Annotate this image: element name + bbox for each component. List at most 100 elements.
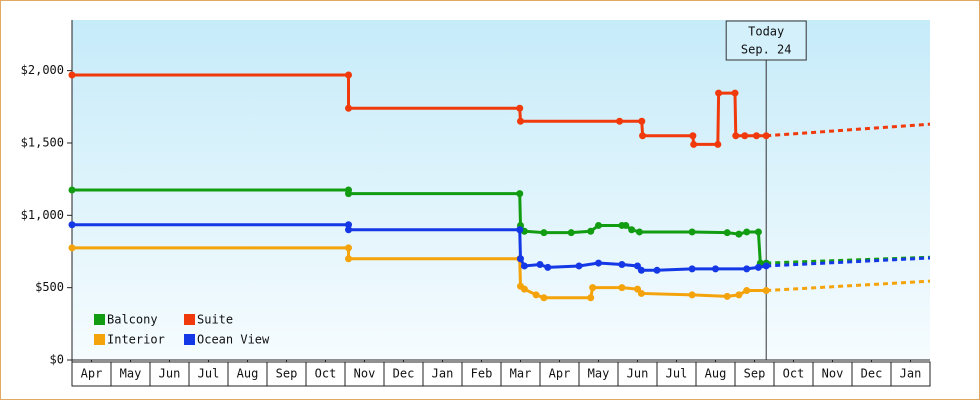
legend-label: Interior: [107, 333, 165, 347]
price-point: [689, 132, 697, 140]
price-point: [536, 261, 544, 269]
price-point: [637, 289, 645, 297]
x-tick-label: Apr: [81, 367, 103, 381]
price-point: [589, 284, 597, 292]
price-point: [575, 262, 583, 270]
price-point: [68, 186, 76, 194]
legend-swatch: [94, 334, 105, 345]
price-point: [638, 117, 646, 125]
x-tick-label: Mar: [510, 367, 532, 381]
x-tick-label: Aug: [237, 367, 259, 381]
y-tick-label: $500: [35, 280, 64, 294]
price-point: [762, 287, 770, 295]
price-point: [635, 228, 643, 236]
price-point: [714, 140, 722, 148]
x-tick-label: Jan: [432, 367, 454, 381]
price-point: [723, 229, 731, 237]
today-box: [725, 20, 807, 61]
price-point: [616, 117, 624, 125]
price-point: [517, 117, 524, 125]
price-point: [567, 229, 575, 237]
x-tick-label: Dec: [861, 367, 883, 381]
legend-label: Balcony: [107, 313, 158, 327]
x-tick-label: Dec: [393, 367, 415, 381]
price-point: [735, 230, 743, 238]
legend-label: Suite: [197, 313, 233, 327]
price-point: [516, 226, 524, 234]
x-tick-label: Jan: [900, 367, 922, 381]
price-point: [516, 190, 524, 198]
price-point: [628, 226, 636, 234]
price-point: [345, 104, 353, 112]
x-tick-label: May: [120, 367, 142, 381]
price-point: [752, 132, 760, 140]
price-point: [345, 226, 353, 234]
price-point: [544, 263, 552, 271]
x-tick-label: Nov: [354, 367, 376, 381]
price-point: [540, 294, 548, 302]
price-point: [345, 255, 353, 263]
price-point: [595, 221, 602, 229]
price-point: [618, 261, 626, 269]
price-point: [712, 265, 719, 273]
price-point: [540, 229, 548, 237]
price-point: [754, 228, 762, 236]
x-tick-label: Oct: [783, 367, 805, 381]
price-point: [688, 228, 696, 236]
price-point: [68, 221, 76, 229]
price-point: [345, 190, 353, 198]
price-point: [637, 266, 645, 274]
today-label: Today: [748, 25, 784, 39]
price-point: [68, 244, 76, 252]
price-point: [732, 132, 740, 140]
x-tick-label: Jul: [198, 367, 220, 381]
forecast-line: [766, 256, 931, 268]
price-point: [587, 227, 595, 235]
x-tick-label: Sep: [744, 367, 766, 381]
price-point: [517, 255, 524, 263]
y-tick-label: $1,500: [21, 135, 64, 149]
price-point: [688, 291, 696, 299]
price-point: [731, 89, 739, 97]
price-point: [688, 265, 696, 273]
y-tick-label: $0: [50, 353, 64, 367]
forecast-line: [766, 122, 931, 138]
price-point: [345, 221, 353, 229]
layer: $0 $500 $1,000 $1,500 $2,000 Apr May Jun Jul Aug S…: [21, 20, 931, 387]
price-point: [622, 221, 630, 229]
x-tick-label: Jun: [159, 367, 181, 381]
price-point: [723, 292, 731, 300]
price-point: [345, 71, 353, 79]
price-point: [743, 265, 751, 273]
price-point: [532, 291, 540, 299]
price-point: [345, 244, 353, 252]
price-point: [715, 89, 723, 97]
y-tick-label: $1,000: [21, 208, 64, 222]
price-point: [762, 132, 770, 140]
price-point: [743, 287, 751, 295]
price-point: [595, 259, 602, 267]
price-point: [735, 291, 743, 299]
x-tick-label: Oct: [315, 367, 337, 381]
price-point: [741, 132, 749, 140]
price-point: [653, 266, 661, 274]
price-point: [520, 262, 528, 270]
x-tick-label: Jul: [666, 367, 688, 381]
price-point: [743, 228, 751, 236]
price-point: [762, 262, 770, 270]
legend-swatch: [184, 334, 195, 345]
x-tick-label: Sep: [276, 367, 298, 381]
x-tick-label: Apr: [549, 367, 571, 381]
x-tick-label: May: [588, 367, 610, 381]
price-point: [516, 104, 524, 112]
legend-swatch: [184, 314, 195, 325]
today-label: Sep. 24: [741, 43, 792, 57]
price-point: [690, 140, 698, 148]
legend-label: Ocean View: [197, 333, 270, 347]
forecast-line: [766, 279, 931, 293]
price-point: [618, 284, 626, 292]
x-tick-label: Jun: [627, 367, 649, 381]
x-tick-label: Nov: [822, 367, 844, 381]
price-point: [587, 294, 595, 302]
